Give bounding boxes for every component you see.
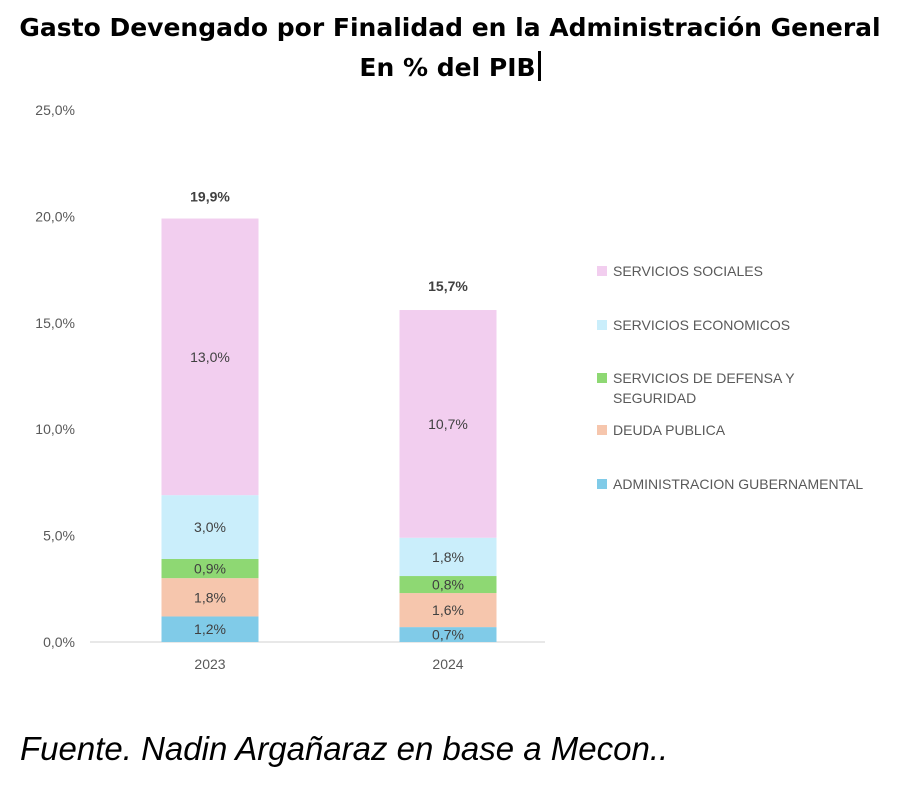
- data-label: 13,0%: [190, 349, 230, 365]
- chart-title-line1: Gasto Devengado por Finalidad en la Admi…: [19, 13, 881, 42]
- bar-segment: [161, 495, 259, 560]
- legend-label: SERVICIOS SOCIALES: [613, 263, 763, 279]
- y-tick-label: 0,0%: [43, 634, 75, 650]
- stacked-bar-chart: 0,0% 5,0% 10,0% 15,0% 20,0% 25,0% 1,2% 1,8% 0,9%…: [35, 102, 863, 672]
- y-tick-label: 5,0%: [43, 528, 75, 544]
- chart-subtitle: En % del PIB: [359, 53, 536, 82]
- source-note: Fuente. Nadin Argañaraz en base a Mecon.…: [20, 730, 669, 767]
- data-label: 3,0%: [194, 519, 226, 535]
- text-cursor-icon: [537, 51, 541, 81]
- legend-label: DEUDA PUBLICA: [613, 422, 726, 438]
- bar-segment: [161, 578, 259, 617]
- data-label: 0,7%: [432, 627, 464, 643]
- legend-swatch: [597, 373, 607, 383]
- bar-segment: [161, 616, 259, 642]
- data-label: 1,8%: [432, 549, 464, 565]
- data-label: 1,2%: [194, 621, 226, 637]
- legend-swatch: [597, 320, 607, 330]
- legend-label: SERVICIOS DE DEFENSA Y: [613, 370, 795, 386]
- y-tick-label: 25,0%: [35, 102, 75, 118]
- bar-segment: [161, 218, 259, 496]
- chart-title-line2: En % del PIB: [0, 48, 900, 88]
- bar-segment: [399, 310, 497, 538]
- y-tick-label: 20,0%: [35, 208, 75, 224]
- legend-swatch: [597, 479, 607, 489]
- bar-segment: [399, 537, 497, 577]
- y-tick-label: 15,0%: [35, 315, 75, 331]
- data-label: 1,8%: [194, 589, 226, 605]
- legend-swatch: [597, 266, 607, 276]
- data-label: 1,6%: [432, 602, 464, 618]
- total-label: 15,7%: [428, 278, 468, 294]
- data-label: 0,8%: [432, 577, 464, 593]
- y-tick-label: 10,0%: [35, 421, 75, 437]
- bar-segment: [399, 576, 497, 594]
- bar-segment: [399, 627, 497, 642]
- legend-label: SEGURIDAD: [613, 390, 696, 406]
- data-label: 10,7%: [428, 416, 468, 432]
- legend-label: ADMINISTRACION GUBERNAMENTAL: [613, 476, 863, 492]
- data-label: 0,9%: [194, 561, 226, 577]
- x-tick-label: 2024: [432, 656, 463, 672]
- bar-segment: [399, 593, 497, 628]
- x-tick-label: 2023: [194, 656, 225, 672]
- legend-swatch: [597, 425, 607, 435]
- chart-title: Gasto Devengado por Finalidad en la Admi…: [0, 8, 900, 88]
- total-label: 19,9%: [190, 189, 230, 205]
- legend-label: SERVICIOS ECONOMICOS: [613, 317, 790, 333]
- bar-segment: [161, 559, 259, 579]
